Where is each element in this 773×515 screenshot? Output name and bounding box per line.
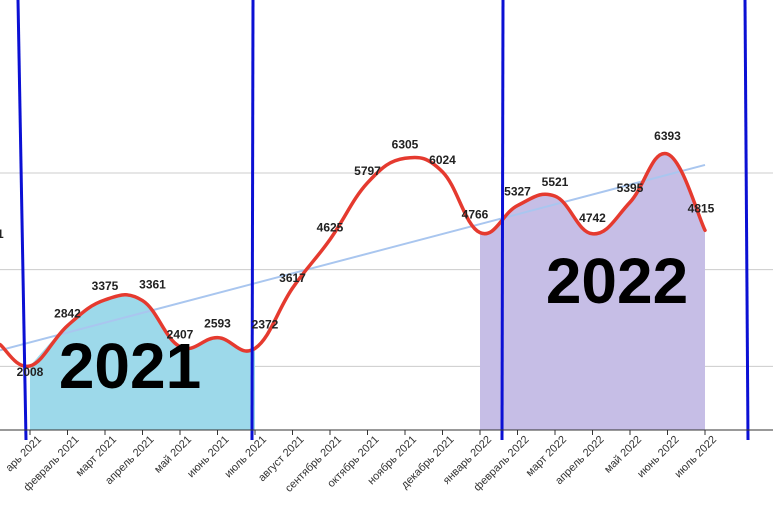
year-label-2021: 2021 [59, 330, 201, 402]
series-line-path [0, 151, 707, 369]
data-label: 2842 [54, 307, 81, 321]
data-label: 2593 [204, 317, 231, 331]
year-divider [250, 0, 255, 441]
data-label: 3375 [92, 279, 119, 293]
year-dividers [16, 0, 750, 441]
year-divider [16, 0, 28, 441]
data-label: 5521 [542, 175, 569, 189]
data-label: 4766 [462, 208, 489, 222]
x-axis [0, 429, 773, 435]
data-label: 5797 [354, 164, 381, 178]
data-label: 1 [0, 227, 4, 241]
year-divider [500, 0, 505, 441]
year-label-2022: 2022 [546, 245, 688, 317]
region-fill-2022 [480, 153, 705, 430]
series-line [0, 151, 707, 369]
data-label: 2407 [167, 328, 194, 342]
data-label: 6393 [654, 129, 681, 143]
data-label: 2372 [252, 317, 279, 331]
data-label: 6305 [392, 137, 419, 151]
data-label: 5395 [617, 181, 644, 195]
data-label: 3617 [279, 271, 306, 285]
data-labels: 2008 2842 3375 3361 2407 2593 2372 3617 4625 5797… [0, 129, 715, 379]
data-label: 4815 [688, 201, 715, 215]
year-divider [743, 0, 750, 441]
data-label: 6024 [429, 153, 456, 167]
data-label: 3361 [139, 278, 166, 292]
data-label: 2008 [17, 365, 44, 379]
year-labels: 2021 2022 [59, 245, 688, 402]
data-label: 4742 [579, 211, 606, 225]
trendline [0, 163, 706, 352]
data-label: 5327 [504, 185, 531, 199]
data-label: 4625 [317, 220, 344, 234]
trendline-line [0, 163, 706, 352]
